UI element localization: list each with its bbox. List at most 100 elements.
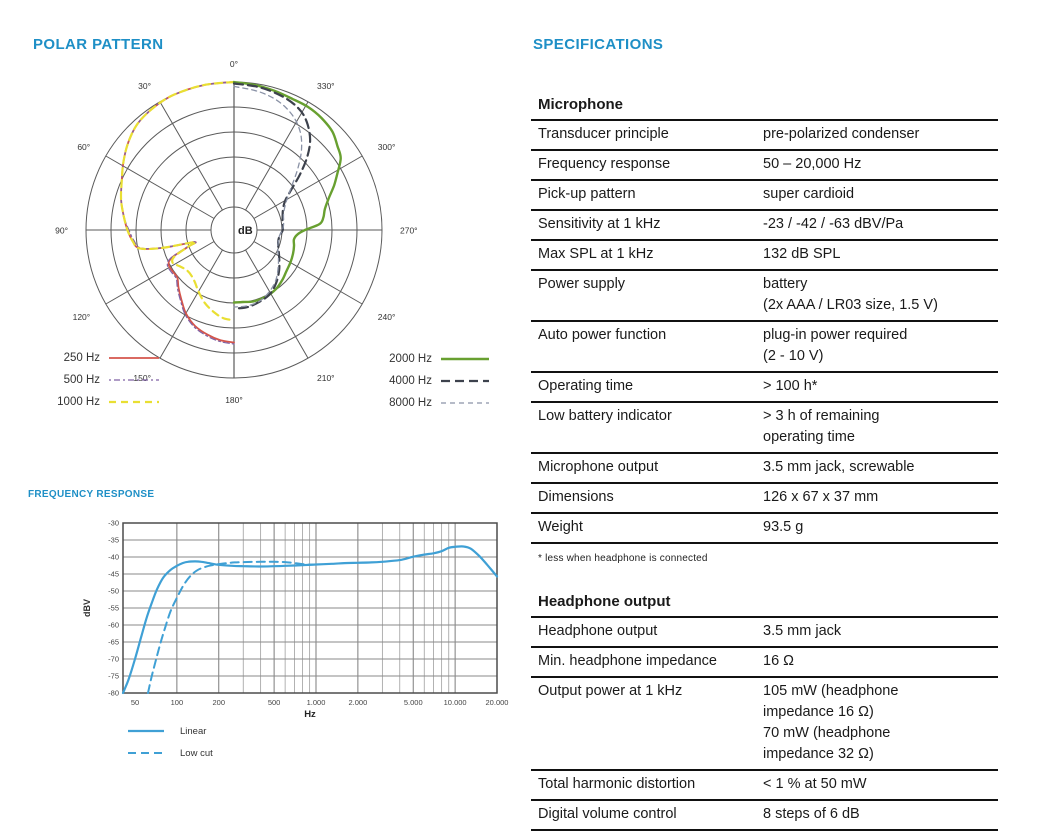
spec-row-label: Frequency response [538, 156, 671, 172]
legend-swatch [441, 379, 489, 383]
spec-row-value: 16 Ω [763, 653, 794, 669]
polar-curve-2000Hz [232, 80, 342, 304]
fr-x-tick-label: 5.000 [404, 698, 423, 707]
fr-x-tick-label: 200 [212, 698, 225, 707]
fr-y-tick-label: -50 [108, 587, 119, 596]
spec-row: Max SPL at 1 kHz 132 dB SPL [531, 241, 998, 271]
fr-y-tick-label: -70 [108, 655, 119, 664]
legend-swatch [128, 729, 164, 733]
spec-row: Microphone output 3.5 mm jack, screwable [531, 454, 998, 484]
spec-row: Min. headphone impedance 16 Ω [531, 648, 998, 678]
legend-item: Low cut [127, 742, 213, 764]
spec-row-value: 3.5 mm jack, screwable [763, 459, 915, 475]
polar-angle-label: 60° [77, 142, 90, 152]
fr-y-tick-label: -45 [108, 570, 119, 579]
spec-row: Pick-up pattern super cardioid [531, 181, 998, 211]
polar-angle-label: 0° [230, 60, 238, 69]
fr-y-tick-label: -65 [108, 638, 119, 647]
polar-legend-left: 250 Hz 500 Hz 1000 Hz [35, 347, 160, 413]
spec-row-label: Auto power function [538, 327, 667, 343]
spec-row: Digital volume control 8 steps of 6 dB [531, 801, 998, 831]
spec-row-value: pre-polarized condenser [763, 126, 920, 142]
spec-row-value: > 3 h of remaining operating time [763, 408, 880, 445]
fr-y-axis-label: dBV [82, 599, 92, 617]
specifications-title: SPECIFICATIONS [533, 36, 664, 53]
fr-curve-low-cut [147, 560, 317, 694]
spec-group-heading: Microphone [531, 88, 998, 121]
fr-x-tick-label: 100 [171, 698, 184, 707]
legend-swatch [441, 357, 489, 361]
spec-row-label: Dimensions [538, 489, 614, 505]
fr-x-axis-label: Hz [304, 709, 316, 720]
polar-angle-label: 180° [225, 395, 243, 405]
spec-row-value: < 1 % at 50 mW [763, 776, 867, 792]
polar-angle-label: 240° [378, 312, 396, 322]
polar-angle-label: 30° [138, 81, 151, 91]
spec-row-value: -23 / -42 / -63 dBV/Pa [763, 216, 904, 232]
spec-row-value: 93.5 g [763, 519, 804, 535]
polar-angle-label: 330° [317, 81, 335, 91]
legend-label: 250 Hz [63, 352, 100, 364]
spec-row: Low battery indicator > 3 h of remaining … [531, 403, 998, 454]
spec-row-label: Microphone output [538, 459, 659, 475]
spec-row-value: 126 x 67 x 37 mm [763, 489, 879, 505]
fr-x-tick-label: 10.000 [444, 698, 467, 707]
spec-row-label: Min. headphone impedance [538, 653, 717, 669]
spec-row: Dimensions 126 x 67 x 37 mm [531, 484, 998, 514]
spec-row: Frequency response 50 – 20,000 Hz [531, 151, 998, 181]
polar-angle-label: 300° [378, 142, 396, 152]
spec-row-label: Max SPL at 1 kHz [538, 246, 654, 262]
spec-group: Microphone Transducer principle pre-polari… [531, 88, 998, 564]
legend-swatch [128, 752, 164, 754]
polar-curve-1000Hz [119, 80, 236, 322]
polar-angle-label: 120° [73, 312, 91, 322]
fr-x-tick-label: 1.000 [307, 698, 326, 707]
fr-x-tick-label: 500 [268, 698, 281, 707]
legend-item: 2000 Hz [366, 348, 490, 370]
polar-pattern-title: POLAR PATTERN [33, 36, 164, 53]
legend-label: 2000 Hz [389, 353, 432, 365]
spec-row-label: Transducer principle [538, 126, 669, 142]
legend-label: 500 Hz [63, 374, 100, 386]
polar-pattern-chart: 0° 30° 60° 90° 120° 150° 180° 210° 240° 270° 300° 3… [55, 60, 417, 405]
spec-row-value: super cardioid [763, 186, 855, 202]
polar-curve-4000Hz [232, 82, 312, 310]
spec-row-value: battery (2x AAA / LR03 size, 1.5 V) [763, 276, 938, 313]
fr-y-tick-label: -40 [108, 553, 119, 562]
spec-row: Sensitivity at 1 kHz -23 / -42 / -63 dBV/… [531, 211, 998, 241]
spec-row-value: plug-in power required (2 - 10 V) [763, 327, 908, 364]
legend-item: 500 Hz [35, 369, 160, 391]
frequency-response-chart: -30 -35 -40 -45 -50 -55 -60 -65 -70 -75 -80 50 100 20… [82, 519, 508, 721]
spec-row-value: 132 dB SPL [763, 246, 841, 262]
spec-row-label: Sensitivity at 1 kHz [538, 216, 661, 232]
spec-group: Headphone output Headphone output 3.5 mm j… [531, 585, 998, 831]
specifications-table: Microphone Transducer principle pre-polari… [531, 88, 998, 831]
legend-swatch [109, 379, 159, 381]
fr-y-tick-label: -80 [108, 689, 119, 698]
spec-row-label: Power supply [538, 276, 626, 292]
spec-row-label: Digital volume control [538, 806, 677, 822]
spec-group-heading: Headphone output [531, 585, 998, 618]
spec-row: Operating time > 100 h* [531, 373, 998, 403]
spec-row: Power supply battery (2x AAA / LR03 size,… [531, 271, 998, 322]
spec-row-label: Output power at 1 kHz [538, 683, 683, 699]
legend-swatch [441, 402, 489, 404]
fr-x-tick-label: 50 [131, 698, 139, 707]
spec-row: Total harmonic distortion < 1 % at 50 mW [531, 771, 998, 801]
legend-item: 1000 Hz [35, 391, 160, 413]
fr-y-tick-label: -35 [108, 536, 119, 545]
spec-row-value: 50 – 20,000 Hz [763, 156, 862, 172]
spec-row-label: Total harmonic distortion [538, 776, 696, 792]
legend-label: 1000 Hz [57, 396, 100, 408]
fr-x-tick-label: 2.000 [348, 698, 367, 707]
polar-angle-label: 90° [55, 226, 68, 236]
spec-row-label: Headphone output [538, 623, 658, 639]
spec-row: Output power at 1 kHz 105 mW (headphone i… [531, 678, 998, 771]
fr-y-tick-label: -55 [108, 604, 119, 613]
legend-label: Linear [180, 725, 207, 737]
frequency-response-legend: Linear Low cut [127, 720, 213, 764]
polar-angle-label: 150° [133, 373, 151, 383]
legend-label: 8000 Hz [389, 397, 432, 409]
spec-footnote: * less when headphone is connected [538, 553, 708, 564]
legend-swatch [109, 357, 159, 359]
